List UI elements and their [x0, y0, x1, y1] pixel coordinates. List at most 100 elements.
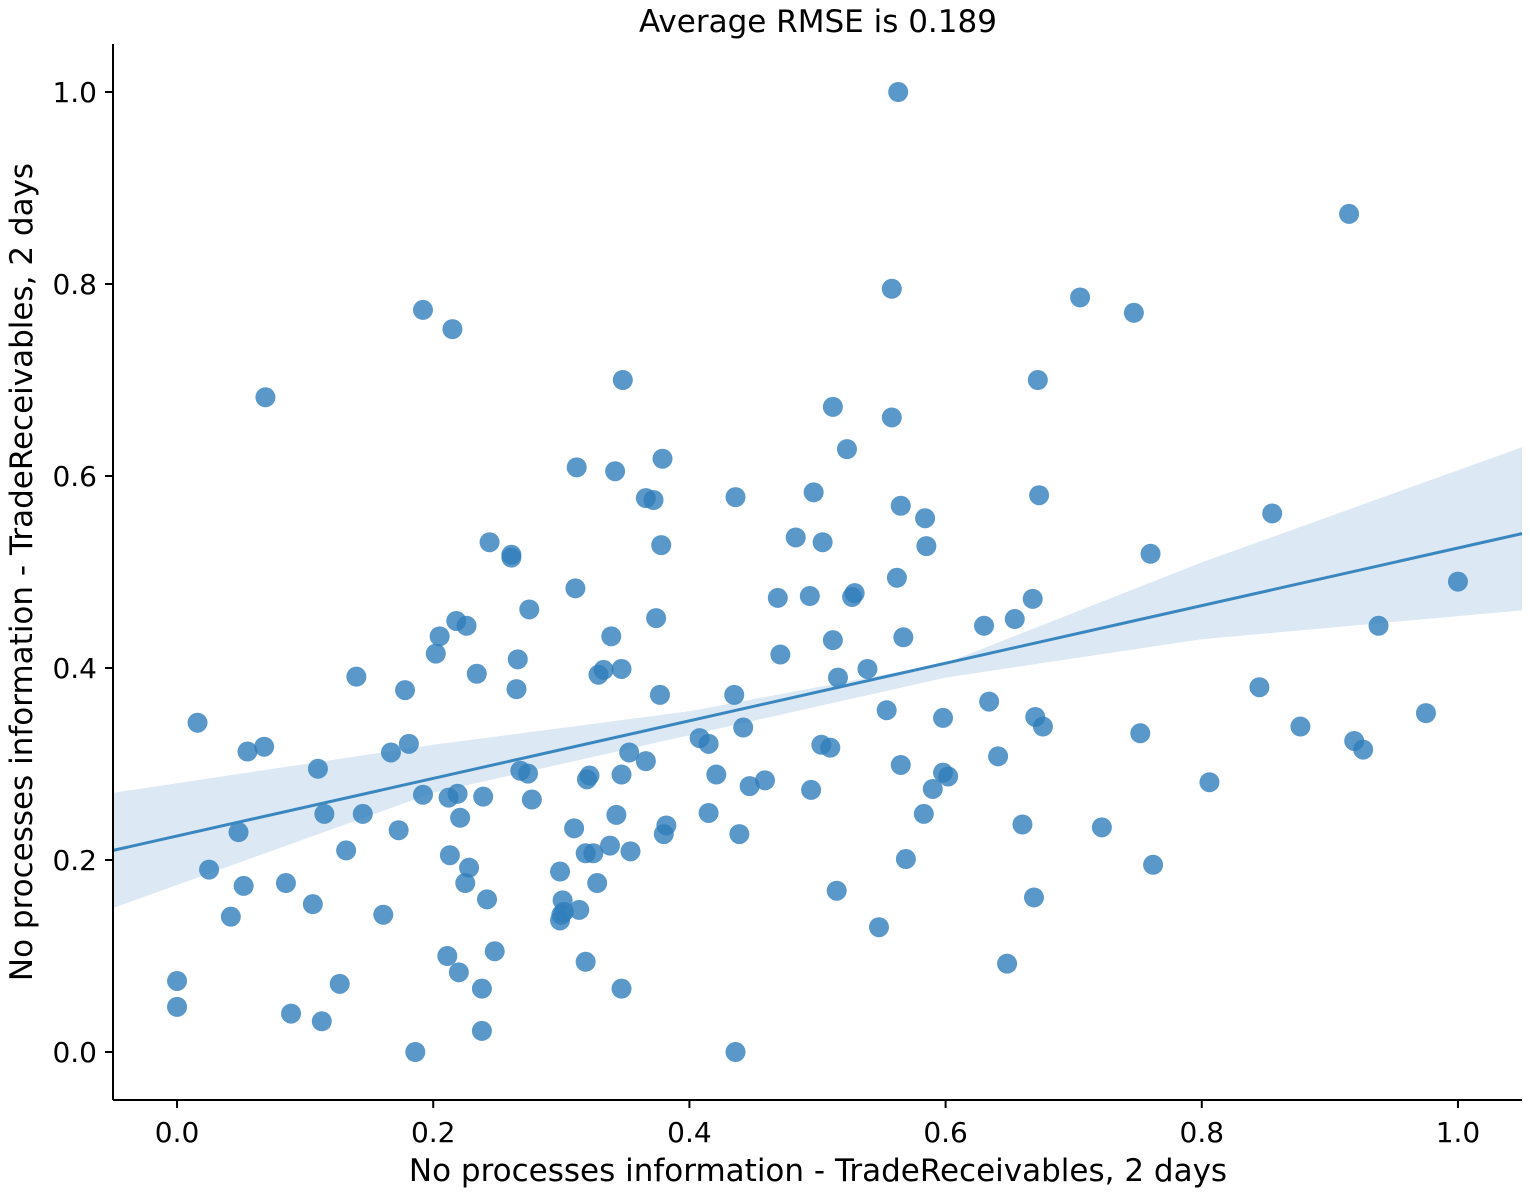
data-point — [611, 658, 632, 679]
data-point — [398, 733, 419, 754]
data-point — [412, 299, 433, 320]
data-point — [569, 899, 590, 920]
data-point — [1368, 615, 1389, 636]
data-point — [611, 978, 632, 999]
data-point — [228, 822, 249, 843]
data-point — [1027, 370, 1048, 390]
data-point — [997, 953, 1018, 974]
data-point — [484, 941, 505, 962]
data-point — [599, 835, 620, 856]
data-point — [698, 733, 719, 754]
x-tick-label: 0.2 — [411, 1116, 456, 1149]
data-point — [933, 707, 954, 728]
y-tick-label: 0.2 — [52, 844, 97, 877]
data-point — [587, 873, 608, 894]
data-point — [412, 784, 433, 805]
data-point — [311, 1011, 332, 1032]
data-point — [456, 615, 477, 636]
data-point — [477, 889, 498, 910]
data-point — [566, 457, 587, 478]
chart-title: Average RMSE is 0.189 — [639, 4, 997, 40]
y-axis-title: No processes information - TradeReceivab… — [4, 163, 40, 981]
data-point — [725, 487, 746, 508]
axes-layer — [112, 44, 1522, 1101]
data-point — [233, 875, 254, 896]
data-point — [429, 626, 450, 647]
points-layer — [167, 82, 1468, 1062]
y-tick-label: 0.8 — [52, 268, 97, 301]
data-point — [314, 803, 335, 824]
data-point — [473, 786, 494, 807]
data-point — [785, 527, 806, 548]
data-point — [1290, 716, 1311, 737]
data-point — [876, 700, 897, 721]
data-point — [550, 861, 571, 882]
y-tick-label: 0.4 — [52, 652, 97, 685]
data-point — [646, 608, 667, 629]
data-point — [812, 532, 833, 553]
y-tick-label: 0.0 — [52, 1036, 97, 1069]
data-point — [275, 873, 296, 894]
data-point — [1143, 854, 1164, 875]
data-point — [1029, 485, 1050, 506]
data-point — [1447, 571, 1468, 592]
data-point — [890, 495, 911, 516]
data-point — [886, 567, 907, 588]
x-tick-label: 0.4 — [667, 1116, 712, 1149]
data-point — [405, 1042, 426, 1062]
data-point — [1032, 716, 1053, 737]
data-point — [881, 407, 902, 428]
data-point — [237, 741, 258, 762]
data-point — [518, 763, 539, 784]
data-point — [893, 627, 914, 648]
data-point — [346, 666, 367, 687]
data-point — [916, 536, 937, 557]
data-point — [605, 461, 626, 482]
data-point — [455, 873, 476, 894]
data-point — [336, 840, 357, 861]
x-ticks: 0.0 0.2 0.4 0.6 0.8 1.0 — [155, 1100, 1480, 1149]
data-point — [767, 587, 788, 608]
data-point — [890, 754, 911, 775]
data-point — [466, 663, 487, 684]
data-point — [836, 439, 857, 460]
data-point — [507, 649, 528, 670]
data-point — [1353, 739, 1374, 760]
data-point — [1130, 723, 1151, 744]
data-point — [881, 278, 902, 299]
data-point — [820, 737, 841, 758]
data-point — [754, 770, 775, 791]
data-point — [471, 978, 492, 999]
data-point — [888, 82, 909, 102]
data-point — [380, 742, 401, 763]
data-point — [1262, 503, 1283, 524]
data-point — [803, 482, 824, 503]
data-point — [922, 778, 943, 799]
data-point — [439, 845, 460, 866]
data-point — [651, 535, 672, 556]
x-tick-label: 0.6 — [923, 1116, 968, 1149]
data-point — [281, 1003, 302, 1024]
confidence-band-layer — [113, 447, 1522, 908]
data-point — [706, 764, 727, 785]
regression-line-layer — [112, 532, 1523, 852]
data-point — [698, 802, 719, 823]
y-ticks: 0.0 0.2 0.4 0.6 0.8 1.0 — [52, 76, 113, 1069]
data-point — [649, 684, 670, 705]
data-point — [1339, 203, 1360, 224]
data-point — [1415, 703, 1436, 724]
data-point — [620, 841, 641, 862]
data-point — [619, 742, 640, 763]
data-point — [1199, 772, 1220, 793]
data-point — [388, 820, 409, 841]
data-point — [822, 630, 843, 651]
data-point — [255, 387, 276, 408]
data-point — [729, 824, 750, 845]
data-point — [895, 849, 916, 870]
data-point — [643, 490, 664, 510]
data-point — [564, 818, 585, 839]
data-point — [724, 684, 745, 705]
y-tick-label: 1.0 — [52, 76, 97, 109]
data-point — [307, 758, 328, 779]
